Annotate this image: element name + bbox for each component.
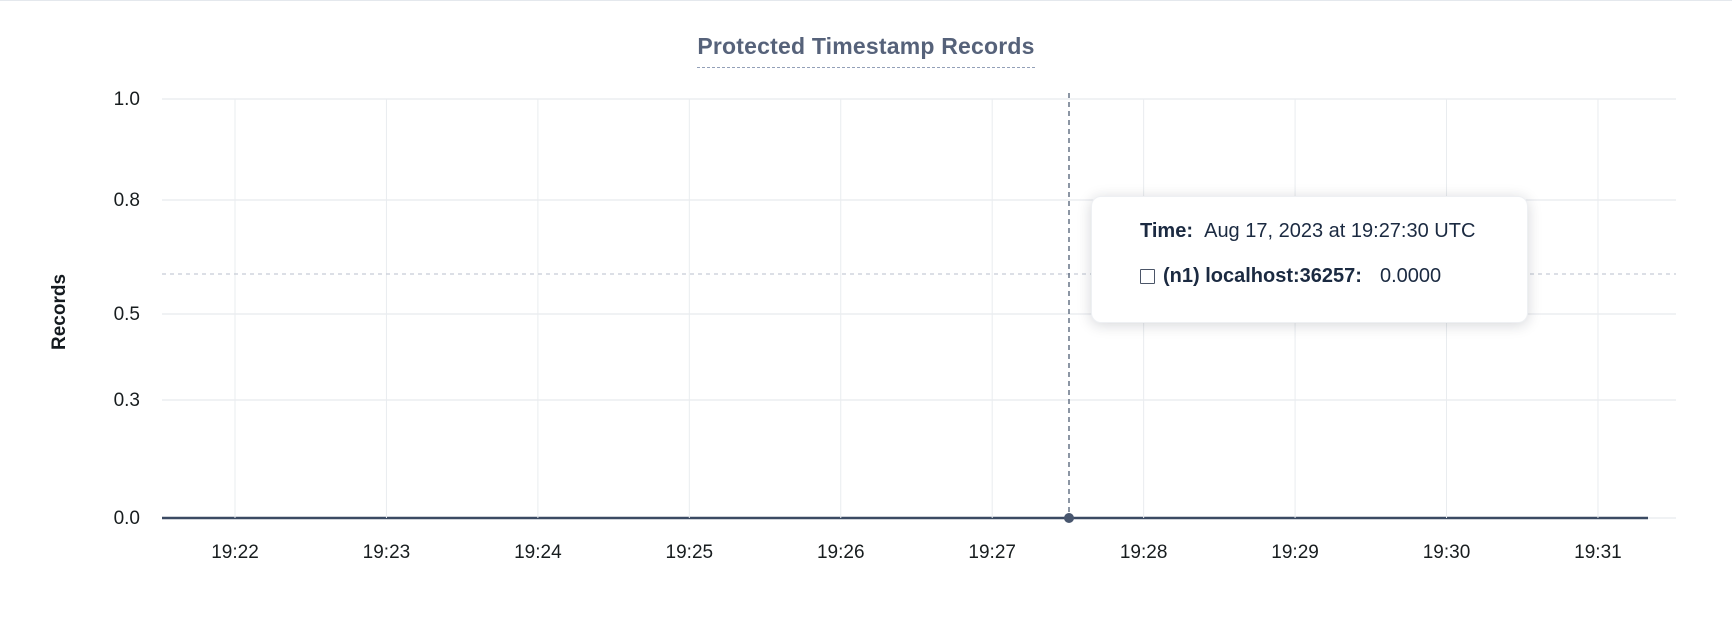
svg-text:19:23: 19:23: [363, 542, 411, 563]
svg-text:19:22: 19:22: [211, 542, 259, 563]
svg-text:1.0: 1.0: [114, 89, 140, 110]
svg-text:19:26: 19:26: [817, 542, 865, 563]
svg-text:Records: Records: [49, 274, 70, 350]
svg-text:19:30: 19:30: [1423, 542, 1471, 563]
svg-text:0.5: 0.5: [114, 304, 140, 325]
svg-text:0.8: 0.8: [114, 190, 140, 211]
svg-text:19:31: 19:31: [1574, 542, 1622, 563]
svg-text:19:24: 19:24: [514, 542, 562, 563]
svg-text:19:27: 19:27: [968, 542, 1016, 563]
svg-text:0.0: 0.0: [114, 508, 140, 529]
svg-text:19:28: 19:28: [1120, 542, 1168, 563]
svg-text:0.3: 0.3: [114, 390, 140, 411]
svg-text:19:25: 19:25: [666, 542, 714, 563]
svg-text:19:29: 19:29: [1271, 542, 1319, 563]
